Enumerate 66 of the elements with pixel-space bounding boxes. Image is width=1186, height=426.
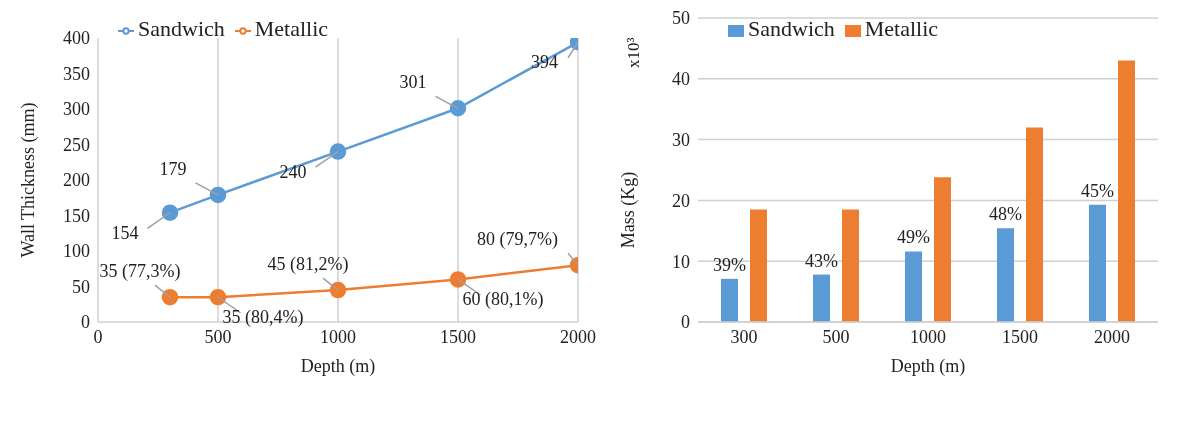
point [329, 281, 347, 299]
data-label: 154 [111, 222, 139, 243]
bar [721, 278, 738, 322]
y-tick-label: 30 [672, 129, 690, 150]
y-tick-label: 50 [672, 8, 690, 29]
bar [1118, 60, 1135, 322]
annotation: 43% [805, 250, 838, 271]
x-axis-title: Depth (m) [300, 356, 376, 377]
y-tick-label: 0 [681, 312, 690, 333]
x-tick-label: 0 [93, 326, 103, 347]
legend-label: Sandwich [138, 16, 225, 41]
bar [1026, 127, 1043, 322]
x-tick-label: 2000 [1094, 326, 1130, 347]
bar [813, 274, 830, 322]
y-tick-label: 400 [63, 28, 90, 49]
x-tick-label: 1500 [1002, 326, 1038, 347]
y-tick-label: 0 [81, 312, 90, 333]
annotation: 48% [989, 204, 1022, 225]
x-tick-label: 1000 [910, 326, 946, 347]
bar [905, 251, 922, 322]
y-tick-label: 50 [72, 276, 90, 297]
x-tick-label: 500 [204, 326, 232, 347]
y-tick-label: 350 [63, 63, 90, 84]
annotation: 49% [897, 227, 930, 248]
data-label: 179 [159, 158, 187, 179]
bar [934, 177, 951, 322]
y-axis-title: Wall Thickness (mm) [18, 102, 40, 258]
y-tick-label: 300 [63, 99, 90, 120]
x-tick-label: 1500 [440, 326, 476, 347]
y-tick-label: 250 [63, 134, 90, 155]
x-tick-label: 300 [730, 326, 758, 347]
point [449, 271, 467, 288]
y-axis-title: Mass (Kg) [618, 171, 640, 249]
data-label: 80 (79,7%) [477, 229, 558, 251]
data-label: 35 (77,3%) [99, 261, 181, 283]
x-axis-title: Depth (m) [890, 356, 966, 377]
y-tick-label: 100 [63, 241, 90, 262]
data-label: 45 (81,2%) [267, 254, 349, 276]
legend-label: Metallic [864, 16, 939, 41]
x-tick-label: 500 [822, 326, 850, 347]
data-label: 240 [279, 161, 307, 182]
point [449, 100, 467, 117]
y-tick-label: 10 [672, 251, 690, 272]
text: x10³ [624, 37, 644, 68]
data-label: 60 (80,1%) [462, 289, 544, 311]
point [161, 204, 179, 221]
point [161, 288, 179, 306]
point [329, 143, 347, 160]
data-label: 35 (80,4%) [222, 307, 304, 329]
data-label: 301 [399, 72, 427, 93]
y-tick-label: 40 [672, 69, 690, 90]
annotation: 39% [713, 254, 746, 275]
y-tick-label: 150 [63, 205, 90, 226]
bar [997, 228, 1014, 322]
x-tick-label: 2000 [560, 326, 596, 347]
point [209, 186, 227, 204]
bar [750, 209, 767, 322]
x-tick-label: 1000 [320, 326, 356, 347]
bar [842, 209, 859, 322]
annotation: 45% [1081, 180, 1114, 201]
point [209, 288, 227, 306]
bar [1089, 204, 1106, 322]
legend-label: Metallic [254, 16, 329, 41]
legend-label: Sandwich [748, 16, 835, 41]
y-tick-label: 20 [672, 190, 690, 211]
y-tick-label: 200 [63, 170, 90, 191]
